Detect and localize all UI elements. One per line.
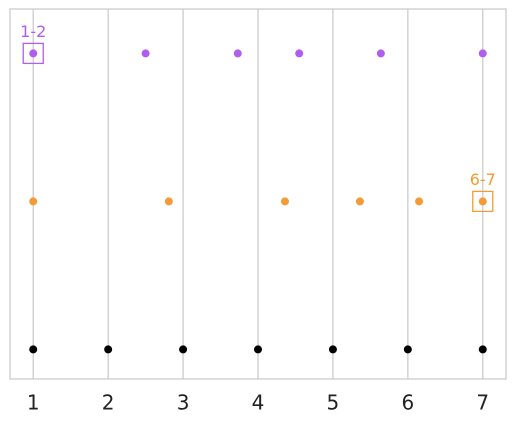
point [141, 49, 150, 58]
annotation-label: 1-2 [20, 22, 46, 41]
x-tick-label: 2 [102, 391, 115, 415]
point [295, 49, 304, 58]
point [254, 345, 262, 354]
point [29, 345, 38, 354]
point [415, 197, 424, 206]
x-tick-label: 1 [27, 391, 40, 415]
point [104, 345, 113, 354]
point [376, 49, 385, 58]
annotation-label: 6-7 [470, 170, 496, 189]
point [478, 345, 487, 354]
point [233, 49, 242, 58]
annotation-box [22, 42, 44, 65]
point [478, 49, 487, 58]
point [403, 345, 412, 354]
point [164, 197, 173, 206]
point [179, 345, 188, 354]
point [29, 197, 38, 206]
plot-frame [9, 8, 507, 380]
point [355, 197, 364, 206]
x-tick-label: 3 [177, 391, 190, 415]
x-tick-label: 6 [401, 391, 414, 415]
annotation-box [472, 190, 494, 213]
point [280, 197, 289, 206]
point [29, 49, 38, 58]
x-tick-label: 4 [252, 391, 265, 415]
x-tick-label: 7 [476, 391, 489, 415]
point [478, 197, 487, 206]
point [328, 345, 337, 354]
x-tick-label: 5 [327, 391, 340, 415]
